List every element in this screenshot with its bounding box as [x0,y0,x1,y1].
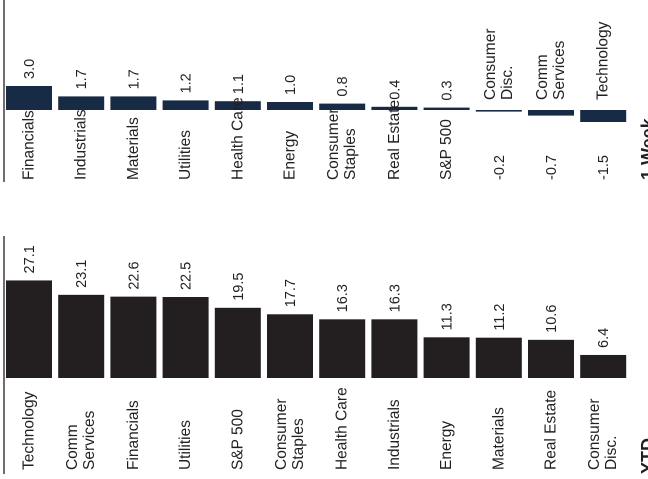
ytd-bar-sandp-500 [214,307,261,378]
ytd-bar-comm-services [58,294,105,378]
ytd-category-label-health-care: Health Care [334,387,351,470]
week-category-label-comm-services: Comm [534,54,551,100]
ytd-bar-consumer-disc [580,354,627,378]
ytd-bar-utilities [162,297,209,378]
ytd-value-label-sandp-500: 19.5 [231,273,247,301]
ytd-category-label-comm-services: Comm [64,424,81,470]
week-bar-industrials [58,96,105,110]
week-category-label-utilities: Utilities [177,130,194,180]
week-bar-comm-services [528,110,574,116]
ytd-category-label-comm-services: Services [81,410,98,470]
week-value-label-consumer-disc: -0.2 [492,155,508,180]
week-bar-sandp-500 [423,107,470,110]
ytd-category-label-real-estate: Real Estate [543,390,560,470]
week-value-label-energy: 1.0 [283,75,299,95]
ytd-bar-consumer-staples [267,314,313,378]
ytd-panel-title: YTD [638,438,648,474]
week-value-label-financials: 3.0 [22,59,38,79]
ytd-category-label-consumer-disc: Disc. [603,436,620,470]
ytd-bar-financials [110,296,157,378]
ytd-category-label-financials: Financials [125,400,142,470]
week-value-label-utilities: 1.2 [179,73,195,93]
ytd-bar-materials [475,337,522,378]
week-panel-title: 1 Week [638,117,648,180]
week-category-label-consumer-staples: Consumer [325,109,342,181]
week-category-label-energy: Energy [282,131,299,180]
week-value-label-consumer-staples: 0.8 [335,76,351,96]
ytd-bar-health-care [319,319,366,378]
ytd-value-label-financials: 22.6 [126,261,142,289]
ytd-value-label-comm-services: 23.1 [74,260,90,288]
week-value-label-industrials: 1.7 [74,69,90,89]
week-category-label-real-estate: Real Estate [386,100,403,180]
week-value-label-technology: -1.5 [596,155,612,180]
ytd-bar-industrials [371,319,418,378]
week-bar-energy [267,102,313,110]
ytd-bar-technology [6,280,52,378]
ytd-category-label-consumer-staples: Staples [290,418,307,470]
week-value-label-real-estate: 0.4 [387,80,403,100]
ytd-value-label-technology: 27.1 [22,245,38,273]
week-bar-consumer-staples [319,103,366,110]
week-value-label-health-care: 1.1 [231,74,247,94]
week-category-label-comm-services: Services [551,40,568,100]
ytd-value-label-energy: 11.3 [440,303,456,330]
ytd-category-label-consumer-staples: Consumer [273,399,290,471]
ytd-value-label-consumer-disc: 6.4 [596,328,612,348]
week-bar-technology [580,110,627,122]
week-category-label-materials: Materials [125,117,142,180]
ytd-category-label-utilities: Utilities [177,420,194,470]
ytd-value-label-health-care: 16.3 [335,284,351,312]
week-bar-materials [110,96,157,110]
week-category-label-financials: Financials [21,110,38,180]
week-category-label-consumer-disc: Consumer [482,29,499,101]
week-category-label-consumer-disc: Disc. [499,66,516,100]
week-bar-health-care [214,101,261,110]
week-category-label-technology: Technology [595,21,612,100]
ytd-category-label-industrials: Industrials [386,399,403,470]
ytd-category-label-materials: Materials [490,407,507,470]
ytd-value-label-real-estate: 10.6 [544,305,560,333]
week-category-label-sandp-500: S&P 500 [438,119,455,180]
week-category-label-industrials: Industrials [73,109,90,180]
ytd-value-label-materials: 11.2 [492,304,508,331]
ytd-bar-real-estate [528,339,574,378]
ytd-category-label-sandp-500: S&P 500 [229,409,246,470]
week-value-label-sandp-500: 0.3 [440,80,456,100]
week-bar-utilities [162,100,209,110]
week-bar-consumer-disc [475,110,522,112]
week-bar-financials [6,86,52,110]
ytd-category-label-energy: Energy [438,421,455,470]
week-category-label-consumer-staples: Staples [342,128,359,180]
ytd-category-label-consumer-disc: Consumer [586,399,603,471]
week-category-label-health-care: Health Care [229,97,246,180]
ytd-value-label-utilities: 22.5 [179,262,195,290]
ytd-value-label-consumer-staples: 17.7 [283,279,299,307]
week-bar-real-estate [371,106,418,110]
ytd-value-label-industrials: 16.3 [387,284,403,312]
ytd-bar-energy [423,337,470,378]
week-value-label-comm-services: -0.7 [544,155,560,180]
ytd-category-label-technology: Technology [21,391,38,470]
week-value-label-materials: 1.7 [126,69,142,89]
